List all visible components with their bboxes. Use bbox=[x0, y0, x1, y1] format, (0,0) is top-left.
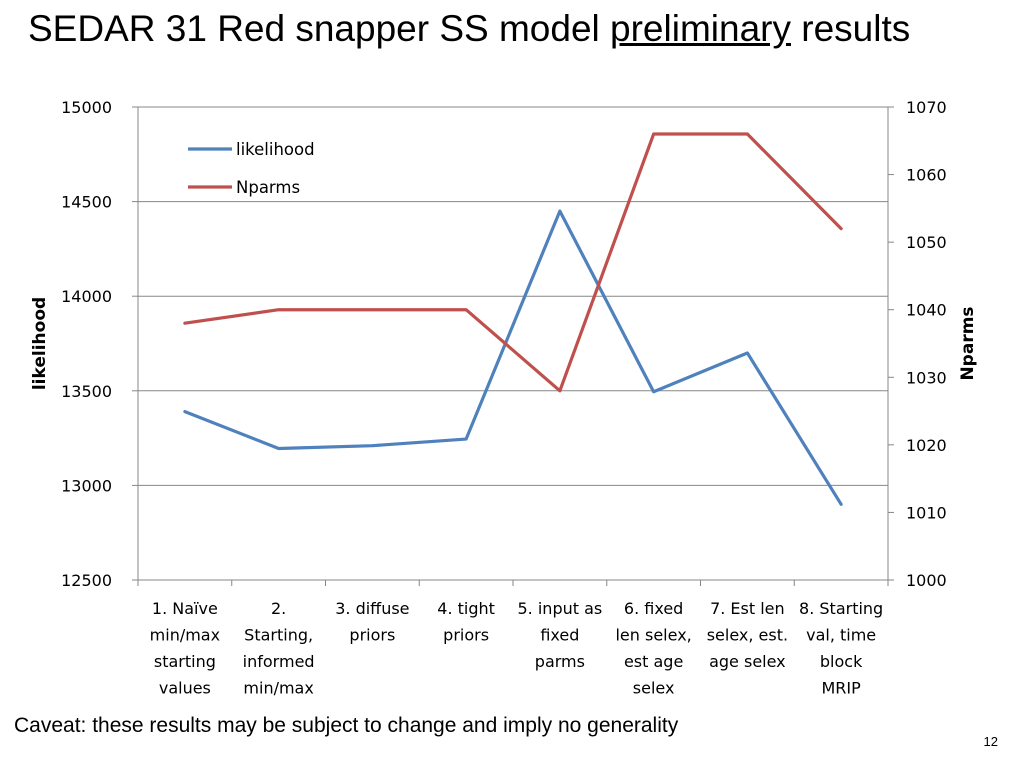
category-label-line: values bbox=[159, 679, 211, 698]
category-label-line: 6. fixed bbox=[624, 599, 683, 618]
category-label-line: informed bbox=[243, 652, 315, 671]
left-axis-tick-labels: 12500 13000 13500 14000 14500 15000 bbox=[61, 98, 112, 590]
category-label-line: 1. Naïve bbox=[152, 599, 218, 618]
category-label-line: selex bbox=[633, 679, 675, 698]
series-line-likelihood bbox=[183, 209, 843, 506]
left-axis-tick-label: 14500 bbox=[61, 193, 112, 212]
series-line-nparms bbox=[183, 132, 843, 393]
title-text-after: results bbox=[790, 8, 911, 49]
category-label: 5. input as fixed parms bbox=[518, 599, 603, 671]
category-label-line: fixed bbox=[540, 626, 579, 645]
category-label-line: val, time bbox=[806, 626, 876, 645]
category-label-line: 2. bbox=[271, 599, 286, 618]
right-axis-tick-label: 1040 bbox=[906, 301, 947, 320]
category-label-line: block bbox=[820, 652, 863, 671]
caveat-note: Caveat: these results may be subject to … bbox=[14, 714, 679, 737]
category-label: 7. Est len selex, est. age selex bbox=[707, 599, 788, 671]
category-label-line: 5. input as bbox=[518, 599, 603, 618]
category-label: 1. Naïve min/max starting values bbox=[150, 599, 220, 698]
left-axis-tick-label: 12500 bbox=[61, 571, 112, 590]
category-label-line: selex, est. bbox=[707, 626, 788, 645]
secondary-y-axis-title: Nparms bbox=[958, 306, 978, 380]
title-text-underlined: preliminary bbox=[610, 8, 791, 49]
legend: likelihood Nparms bbox=[188, 140, 315, 197]
right-axis-tick-label: 1020 bbox=[906, 436, 947, 455]
series-lines bbox=[183, 132, 843, 506]
x-axis-ticks bbox=[137, 580, 889, 586]
right-axis-tick-label: 1000 bbox=[906, 571, 947, 590]
category-label-line: age selex bbox=[709, 652, 786, 671]
category-label: 6. fixed len selex, est age selex bbox=[615, 599, 691, 698]
category-label-line: priors bbox=[443, 626, 489, 645]
right-axis-tick-label: 1070 bbox=[906, 98, 947, 117]
category-label-line: parms bbox=[535, 652, 585, 671]
right-axis-tick-label: 1050 bbox=[906, 233, 947, 252]
left-axis-tick-label: 14000 bbox=[61, 287, 112, 306]
legend-label: Nparms bbox=[236, 178, 300, 197]
legend-item: likelihood bbox=[188, 140, 315, 159]
category-label-line: Starting, bbox=[244, 626, 313, 645]
category-label-line: starting bbox=[154, 652, 216, 671]
y-axis-title: likelihood bbox=[30, 297, 50, 390]
right-axis-tick-labels: 1000 1010 1020 1030 1040 1050 1060 1070 bbox=[906, 98, 947, 590]
left-axis-tick-label: 13000 bbox=[61, 476, 112, 495]
category-label: 8. Starting val, time block MRIP bbox=[799, 599, 883, 698]
right-axis-tick-label: 1060 bbox=[906, 166, 947, 185]
category-label: 4. tight priors bbox=[437, 599, 495, 645]
right-axis-tick-label: 1030 bbox=[906, 368, 947, 387]
category-label-line: 7. Est len bbox=[710, 599, 785, 618]
category-label-line: min/max bbox=[150, 626, 220, 645]
category-label-line: len selex, bbox=[615, 626, 691, 645]
page-number: 12 bbox=[983, 734, 998, 749]
left-axis-tick-label: 13500 bbox=[61, 382, 112, 401]
category-label-line: priors bbox=[349, 626, 395, 645]
right-axis-tick-label: 1010 bbox=[906, 503, 947, 522]
category-label-line: min/max bbox=[243, 679, 313, 698]
legend-item: Nparms bbox=[188, 178, 300, 197]
category-label-line: est age bbox=[624, 652, 683, 671]
category-label: 2. Starting, informed min/max bbox=[243, 599, 315, 698]
title-text-before: SEDAR 31 Red snapper SS model bbox=[28, 8, 611, 49]
category-label-line: 3. diffuse bbox=[335, 599, 409, 618]
legend-label: likelihood bbox=[236, 140, 315, 159]
slide-title: SEDAR 31 Red snapper SS model preliminar… bbox=[28, 8, 910, 50]
category-label-line: 4. tight bbox=[437, 599, 495, 618]
x-axis-category-labels: 1. Naïve min/max starting values 2. Starting,… bbox=[150, 599, 884, 698]
category-label: 3. diffuse priors bbox=[335, 599, 409, 645]
category-label-line: MRIP bbox=[821, 679, 861, 698]
left-axis-tick-label: 15000 bbox=[61, 98, 112, 117]
category-label-line: 8. Starting bbox=[799, 599, 883, 618]
